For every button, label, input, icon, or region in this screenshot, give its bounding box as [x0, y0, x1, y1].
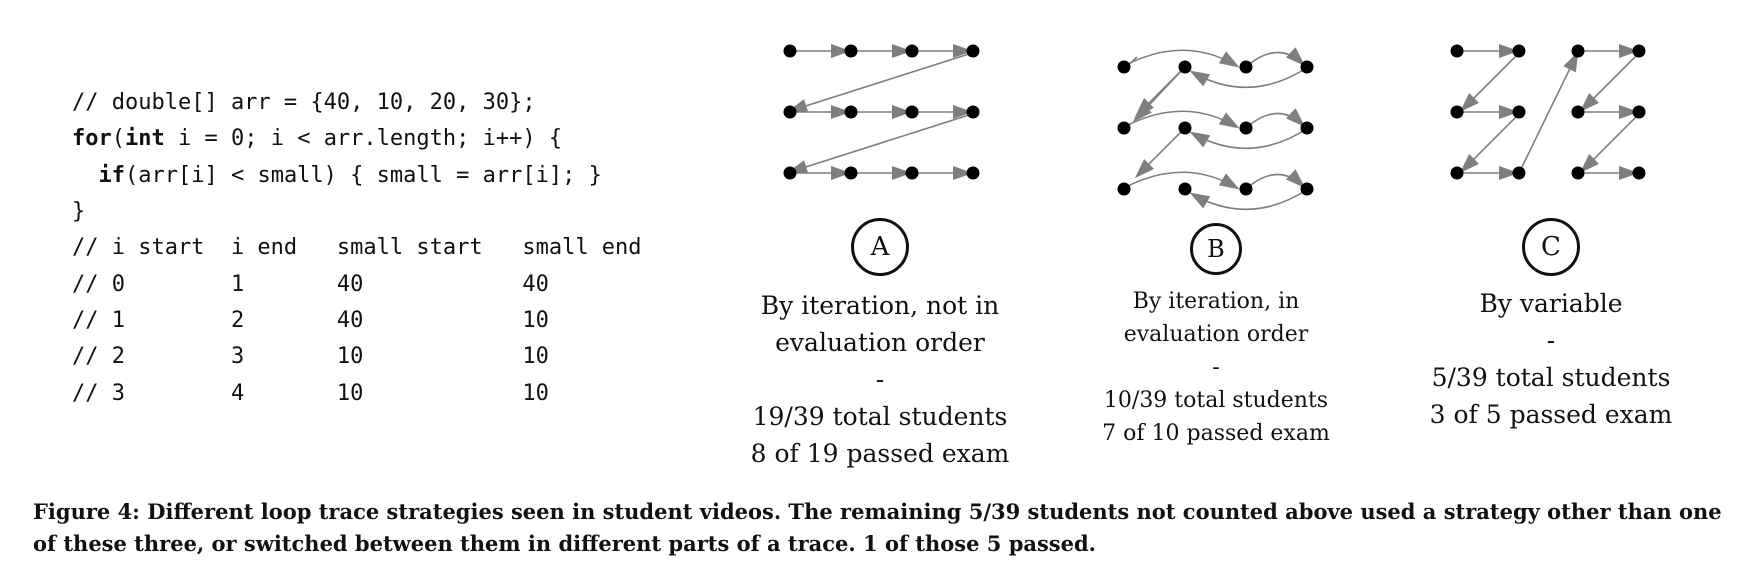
- arrow: [1189, 188, 1309, 211]
- node: [1632, 105, 1646, 119]
- arrow: [1189, 66, 1309, 89]
- node: [844, 105, 858, 119]
- arrow: [1246, 47, 1306, 67]
- arrow: [1579, 52, 1640, 113]
- strategy-b-line-5: 7 of 10 passed exam: [1102, 421, 1330, 446]
- node: [905, 44, 919, 58]
- arrow: [787, 52, 973, 113]
- code-line-3: if(arr[i] < small) { small = arr[i]; }: [98, 163, 602, 188]
- node: [1239, 182, 1253, 196]
- strategy-c-description: By variable - 5/39 total students 3 of 5…: [1411, 285, 1691, 433]
- node: [1178, 121, 1192, 135]
- strategy-b-line-4: 10/39 total students: [1103, 388, 1329, 413]
- arrow: [1246, 169, 1306, 189]
- node: [1300, 121, 1314, 135]
- code-line-2: for(int i = 0; i < arr.length; i++) {: [72, 126, 563, 151]
- code-line-8: // 2 3 10 10: [72, 344, 549, 369]
- node: [1300, 182, 1314, 196]
- arrow: [1519, 51, 1579, 172]
- node: [1117, 121, 1131, 135]
- node: [1512, 44, 1526, 58]
- strategy-a-description: By iteration, not in evaluation order - …: [730, 287, 1030, 472]
- code-line-7: // 1 2 40 10: [72, 308, 549, 333]
- node: [844, 166, 858, 180]
- node: [1178, 182, 1192, 196]
- strategy-a-line-2: evaluation order: [775, 328, 985, 357]
- node: [1117, 182, 1131, 196]
- arrow: [1125, 171, 1240, 190]
- node: [1117, 60, 1131, 74]
- arrow: [1189, 127, 1309, 150]
- node: [1300, 60, 1314, 74]
- node: [783, 166, 797, 180]
- node: [1450, 105, 1464, 119]
- strategy-a-line-5: 8 of 19 passed exam: [750, 439, 1010, 468]
- code-line-4: }: [72, 199, 86, 224]
- code-line-9: // 3 4 10 10: [72, 381, 549, 406]
- strategy-a-label: A: [851, 218, 909, 276]
- node: [1450, 166, 1464, 180]
- strategy-a-line-4: 19/39 total students: [752, 402, 1008, 431]
- strategy-b-graph: [1117, 47, 1314, 211]
- node: [966, 44, 980, 58]
- keyword-if: if: [98, 163, 126, 188]
- node: [966, 105, 980, 119]
- arrow: [787, 113, 973, 174]
- node: [1571, 166, 1585, 180]
- strategy-b-label: B: [1190, 223, 1242, 275]
- arrow: [1246, 108, 1306, 128]
- node: [905, 105, 919, 119]
- node: [1632, 44, 1646, 58]
- figure-caption: Figure 4: Different loop trace strategie…: [33, 499, 1722, 556]
- code-line-5: // i start i end small start small end: [72, 235, 642, 260]
- strategy-b-line-2: evaluation order: [1123, 322, 1309, 347]
- node: [905, 166, 919, 180]
- strategy-c-label: C: [1522, 218, 1580, 276]
- keyword-for: for: [72, 126, 112, 151]
- strategy-b-description: By iteration, in evaluation order - 10/3…: [1076, 285, 1356, 450]
- arrow: [1459, 52, 1520, 113]
- node: [1239, 60, 1253, 74]
- strategy-c-line-2: -: [1546, 326, 1556, 355]
- strategy-c-line-4: 3 of 5 passed exam: [1429, 400, 1673, 429]
- arrow: [1132, 66, 1186, 123]
- code-line-6: // 0 1 40 40: [72, 272, 549, 297]
- arrow: [1125, 49, 1240, 68]
- node: [783, 44, 797, 58]
- node: [1239, 121, 1253, 135]
- strategy-a-line-1: By iteration, not in: [760, 291, 1000, 320]
- arrow: [1459, 113, 1520, 174]
- node: [1512, 166, 1526, 180]
- node: [1571, 105, 1585, 119]
- arrow: [1579, 113, 1640, 174]
- node: [1450, 44, 1464, 58]
- node: [966, 166, 980, 180]
- strategy-c-graph: [1450, 44, 1646, 180]
- node: [844, 44, 858, 58]
- node: [1571, 44, 1585, 58]
- code-line-1: // double[] arr = {40, 10, 20, 30};: [72, 90, 536, 115]
- strategy-c-line-3: 5/39 total students: [1431, 363, 1671, 392]
- node: [1178, 60, 1192, 74]
- strategy-a-line-3: -: [875, 365, 885, 394]
- node: [1512, 105, 1526, 119]
- arrow: [1134, 127, 1186, 179]
- keyword-int: int: [125, 126, 165, 151]
- strategy-c-line-1: By variable: [1479, 289, 1623, 318]
- strategy-b-line-3: -: [1212, 355, 1220, 380]
- node: [783, 105, 797, 119]
- node: [1632, 166, 1646, 180]
- strategy-b-line-1: By iteration, in: [1132, 289, 1300, 314]
